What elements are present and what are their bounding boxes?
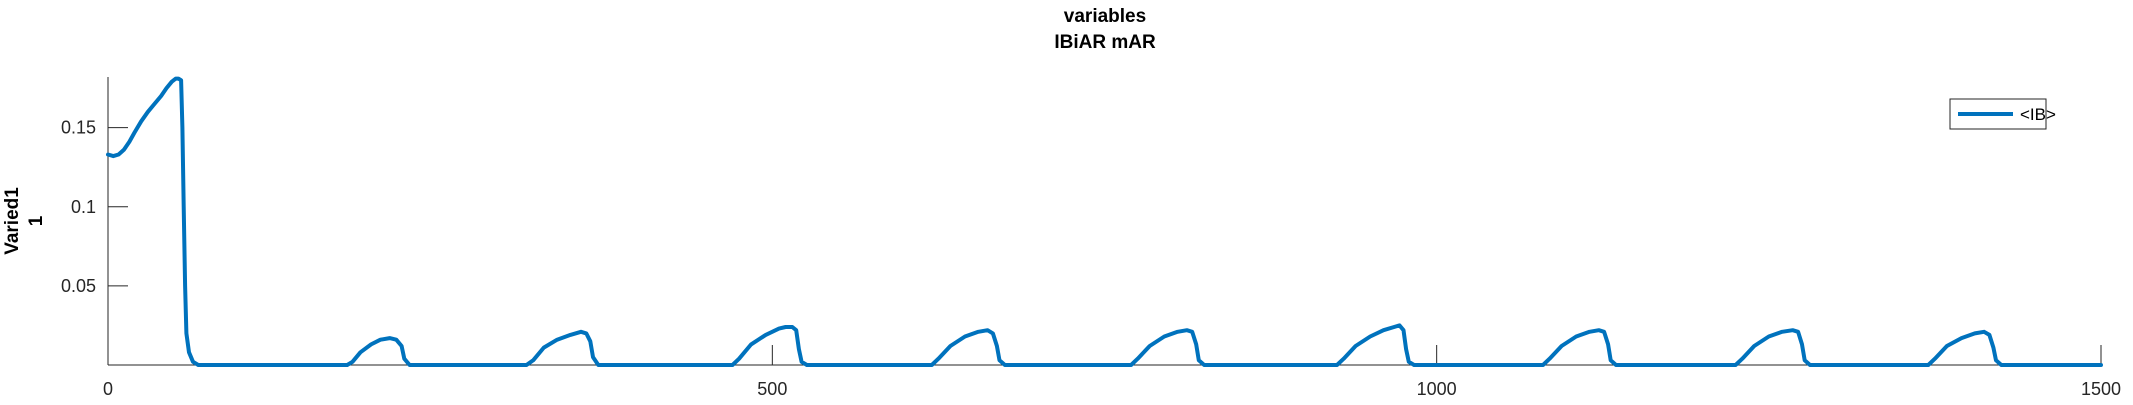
legend-label-ib: <IB> <box>2020 105 2056 124</box>
axes <box>107 77 2101 366</box>
y-axis-label-line-1: Varied1 <box>2 187 23 255</box>
ticks: 0 500 1000 1500 0.05 0.1 0.15 <box>61 118 2121 399</box>
x-tick-label: 1500 <box>2081 379 2121 399</box>
x-tick-label: 0 <box>103 379 113 399</box>
y-tick-label: 0.05 <box>61 276 96 296</box>
y-tick-label: 0.15 <box>61 118 96 138</box>
legend: <IB> <box>1949 98 2056 130</box>
chart-title: variables <box>1064 6 1146 27</box>
y-axis-label: Varied1 1 <box>2 187 47 255</box>
x-tick-label: 1000 <box>1417 379 1457 399</box>
chart-subtitle: IBiAR mAR <box>1054 32 1156 53</box>
y-tick-label: 0.1 <box>71 197 96 217</box>
x-tick-label: 500 <box>757 379 787 399</box>
y-axis-label-line-2: 1 <box>26 215 47 226</box>
legend-box <box>1949 98 2047 130</box>
series-line-0 <box>106 76 2103 367</box>
series-lines <box>106 76 2103 367</box>
